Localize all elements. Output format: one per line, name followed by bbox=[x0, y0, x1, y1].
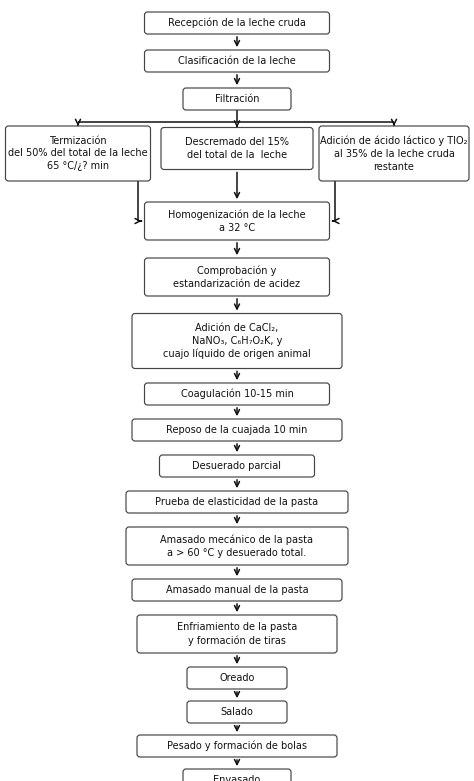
Text: Desuerado parcial: Desuerado parcial bbox=[192, 461, 282, 471]
Text: Amasado manual de la pasta: Amasado manual de la pasta bbox=[166, 585, 308, 595]
FancyBboxPatch shape bbox=[145, 50, 329, 72]
FancyBboxPatch shape bbox=[132, 313, 342, 369]
Text: Prueba de elasticidad de la pasta: Prueba de elasticidad de la pasta bbox=[155, 497, 319, 507]
Text: Comprobación y
estandarización de acidez: Comprobación y estandarización de acidez bbox=[173, 266, 301, 289]
FancyBboxPatch shape bbox=[159, 455, 315, 477]
FancyBboxPatch shape bbox=[145, 12, 329, 34]
Text: Enfriamiento de la pasta
y formación de tiras: Enfriamiento de la pasta y formación de … bbox=[177, 622, 297, 646]
FancyBboxPatch shape bbox=[319, 126, 469, 181]
Text: Descremado del 15%
del total de la  leche: Descremado del 15% del total de la leche bbox=[185, 137, 289, 160]
Text: Amasado mecánico de la pasta
a > 60 °C y desuerado total.: Amasado mecánico de la pasta a > 60 °C y… bbox=[161, 534, 313, 558]
FancyBboxPatch shape bbox=[161, 127, 313, 169]
FancyBboxPatch shape bbox=[126, 527, 348, 565]
Text: Salado: Salado bbox=[220, 707, 254, 717]
FancyBboxPatch shape bbox=[187, 667, 287, 689]
FancyBboxPatch shape bbox=[137, 615, 337, 653]
FancyBboxPatch shape bbox=[145, 258, 329, 296]
Text: Filtración: Filtración bbox=[215, 94, 259, 104]
Text: Oreado: Oreado bbox=[219, 673, 255, 683]
Text: Adición de CaCl₂,
NaNO₃, C₆H₇O₂K, y
cuajo líquido de origen animal: Adición de CaCl₂, NaNO₃, C₆H₇O₂K, y cuaj… bbox=[163, 323, 311, 359]
Text: Reposo de la cuajada 10 min: Reposo de la cuajada 10 min bbox=[166, 425, 308, 435]
FancyBboxPatch shape bbox=[145, 383, 329, 405]
Text: Clasificación de la leche: Clasificación de la leche bbox=[178, 56, 296, 66]
FancyBboxPatch shape bbox=[145, 202, 329, 240]
FancyBboxPatch shape bbox=[187, 701, 287, 723]
Text: Recepción de la leche cruda: Recepción de la leche cruda bbox=[168, 18, 306, 28]
FancyBboxPatch shape bbox=[183, 769, 291, 781]
FancyBboxPatch shape bbox=[183, 88, 291, 110]
Text: Coagulación 10-15 min: Coagulación 10-15 min bbox=[181, 389, 293, 399]
FancyBboxPatch shape bbox=[6, 126, 151, 181]
Text: Adición de ácido láctico y TIO₂
al 35% de la leche cruda
restante: Adición de ácido láctico y TIO₂ al 35% d… bbox=[320, 135, 468, 172]
FancyBboxPatch shape bbox=[132, 419, 342, 441]
FancyBboxPatch shape bbox=[137, 735, 337, 757]
Text: Pesado y formación de bolas: Pesado y formación de bolas bbox=[167, 740, 307, 751]
Text: Termización
del 50% del total de la leche
65 °C/¿? min: Termización del 50% del total de la lech… bbox=[8, 136, 148, 171]
Text: Homogenización de la leche
a 32 °C: Homogenización de la leche a 32 °C bbox=[168, 209, 306, 233]
FancyBboxPatch shape bbox=[126, 491, 348, 513]
Text: Envasado: Envasado bbox=[213, 775, 261, 781]
FancyBboxPatch shape bbox=[132, 579, 342, 601]
